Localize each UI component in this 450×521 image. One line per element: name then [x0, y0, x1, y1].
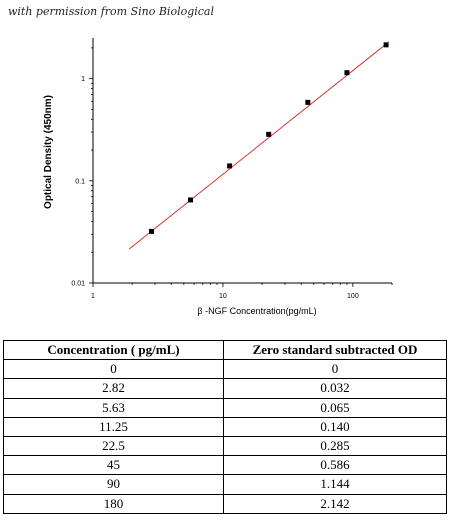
data-point: [305, 99, 311, 105]
standard-curve-chart: 1 10 100 0.01 0.1 1 β -NGF Concentration(pg/m…: [43, 38, 393, 316]
chart-ticks: 1 10 100 0.01 0.1 1: [71, 47, 393, 300]
table-cell-concentration: 11.25: [3, 416, 224, 437]
table-cell-concentration: 180: [3, 493, 224, 514]
data-point: [344, 70, 350, 76]
table-cell-concentration: 2.82: [3, 378, 224, 399]
y-tick-label: 1: [81, 76, 85, 83]
data-point: [227, 163, 233, 169]
table-cell-concentration: 5.63: [3, 397, 224, 418]
table-cell-od: 2.142: [223, 493, 447, 514]
table-cell-od: 0.065: [223, 397, 447, 418]
table-cell-od: 0: [223, 359, 447, 380]
table-cell-concentration: 45: [3, 455, 224, 476]
data-point: [266, 131, 272, 137]
table-header-od: Zero standard subtracted OD: [223, 339, 447, 361]
table-row: 11.25 0.140: [3, 416, 447, 437]
fit-line-group: [128, 41, 390, 250]
credit-text: with permission from Sino Biological: [8, 5, 215, 18]
table-cell-concentration: 90: [3, 474, 224, 495]
table-cell-od: 1.144: [223, 474, 447, 495]
x-tick-label: 10: [219, 293, 227, 300]
data-points: [149, 42, 389, 234]
x-tick-label: 100: [347, 293, 359, 300]
y-tick-label: 0.01: [71, 281, 85, 288]
table-cell-od: 0.285: [223, 435, 447, 457]
table-row: 22.5 0.285: [3, 435, 447, 457]
y-axis-label: Optical Density (450nm): [43, 95, 54, 209]
data-point: [383, 42, 389, 48]
table-cell-concentration: 22.5: [3, 435, 224, 457]
table-cell-concentration: 0: [3, 359, 224, 380]
table-row: 5.63 0.065: [3, 397, 447, 418]
data-point: [188, 197, 194, 203]
table-row: 2.82 0.032: [3, 378, 447, 399]
table-cell-od: 0.586: [223, 455, 447, 476]
x-tick-label: 1: [91, 293, 95, 300]
x-axis-label: β -NGF Concentration(pg/mL): [197, 306, 316, 316]
table-header-concentration: Concentration ( pg/mL): [3, 339, 224, 361]
table-header-row: Concentration ( pg/mL) Zero standard sub…: [3, 339, 447, 361]
data-point: [149, 228, 155, 234]
y-tick-label: 0.1: [75, 178, 85, 185]
table-cell-od: 0.140: [223, 416, 447, 437]
table-row: 180 2.142: [3, 493, 447, 514]
table-row: 45 0.586: [3, 455, 447, 476]
table-row: 90 1.144: [3, 474, 447, 495]
fit-line: [128, 41, 390, 250]
standard-data-table: Concentration ( pg/mL) Zero standard sub…: [3, 339, 447, 514]
table-cell-od: 0.032: [223, 378, 447, 399]
